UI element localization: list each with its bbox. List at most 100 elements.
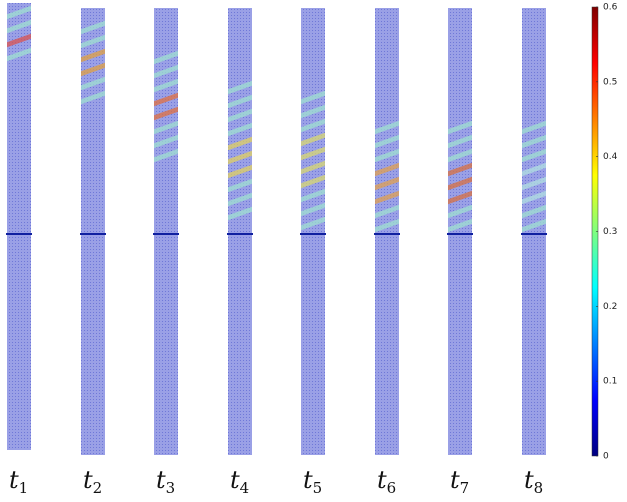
stripe bbox=[448, 176, 472, 191]
panel: t8 bbox=[521, 8, 547, 497]
panel-index: 5 bbox=[313, 479, 323, 497]
panels: t1 t2 t3 t4 t5 t6 t7 t8 bbox=[6, 3, 547, 497]
stripe bbox=[228, 122, 252, 137]
colorbar-tick-label: 0.3 bbox=[603, 227, 617, 237]
stripe bbox=[448, 148, 472, 163]
panel-index: 1 bbox=[19, 479, 29, 497]
panel-index: 2 bbox=[93, 479, 103, 497]
stripe bbox=[375, 134, 399, 149]
wave-stripes bbox=[154, 50, 178, 163]
stripe bbox=[228, 206, 252, 221]
colorbar-tick-label: 0 bbox=[603, 452, 609, 462]
panel-symbol: t bbox=[377, 466, 387, 494]
wave-stripes bbox=[448, 120, 472, 233]
stripe bbox=[81, 34, 105, 49]
panel-label: t6 bbox=[377, 466, 396, 497]
wave-stripes bbox=[375, 120, 399, 233]
stripe bbox=[522, 148, 546, 163]
panel: t6 bbox=[374, 8, 400, 497]
stripe bbox=[7, 47, 31, 62]
panel-symbol: t bbox=[303, 466, 313, 494]
panel-label: t3 bbox=[156, 466, 175, 497]
stripe bbox=[7, 19, 31, 34]
stripe bbox=[448, 134, 472, 149]
panel-symbol: t bbox=[230, 466, 240, 494]
panel-label: t4 bbox=[230, 466, 249, 497]
stripe bbox=[81, 90, 105, 105]
panel-label: t7 bbox=[450, 466, 469, 497]
stripe bbox=[522, 134, 546, 149]
wave-stripes bbox=[7, 5, 31, 62]
stripe bbox=[375, 162, 399, 177]
panel: t2 bbox=[80, 8, 106, 497]
column bbox=[301, 8, 325, 455]
panel: t5 bbox=[300, 8, 326, 497]
stripe bbox=[228, 164, 252, 179]
stripe bbox=[154, 120, 178, 135]
stripe bbox=[301, 146, 325, 161]
stripe bbox=[228, 80, 252, 95]
stripe bbox=[375, 218, 399, 233]
wave-stripes bbox=[81, 20, 105, 105]
stripe bbox=[81, 48, 105, 63]
column bbox=[375, 8, 399, 455]
stripe bbox=[301, 174, 325, 189]
stripe bbox=[301, 202, 325, 217]
wave-stripes bbox=[301, 90, 325, 231]
colorbar-tick-label: 0.4 bbox=[603, 152, 618, 162]
stripe bbox=[154, 106, 178, 121]
colorbar-ticks: 0 0.1 0.2 0.3 0.4 0.5 0.6 bbox=[596, 3, 618, 462]
stripe bbox=[228, 94, 252, 109]
wave-stripes bbox=[522, 120, 546, 233]
colorbar-tick-label: 0.2 bbox=[603, 302, 617, 312]
panel-symbol: t bbox=[450, 466, 460, 494]
colorbar-tick-label: 0.5 bbox=[603, 77, 617, 87]
stripe bbox=[375, 120, 399, 135]
stripe bbox=[154, 92, 178, 107]
colorbar-tick-label: 0.6 bbox=[603, 3, 618, 13]
stripe bbox=[228, 192, 252, 207]
stripe bbox=[7, 5, 31, 20]
stripe bbox=[522, 120, 546, 135]
panel: t4 bbox=[227, 8, 253, 497]
stripe bbox=[448, 204, 472, 219]
stripe bbox=[154, 64, 178, 79]
panel-symbol: t bbox=[524, 466, 534, 494]
panel-label: t8 bbox=[524, 466, 543, 497]
stripe bbox=[228, 150, 252, 165]
stripe bbox=[81, 76, 105, 91]
stripe bbox=[375, 176, 399, 191]
stripe bbox=[228, 136, 252, 151]
panel-symbol: t bbox=[156, 466, 166, 494]
stripe bbox=[154, 78, 178, 93]
stripe bbox=[522, 176, 546, 191]
panel: t3 bbox=[153, 8, 179, 497]
stripe bbox=[228, 178, 252, 193]
stripe bbox=[301, 118, 325, 133]
stripe bbox=[154, 50, 178, 65]
stripe bbox=[522, 218, 546, 233]
stripe bbox=[301, 216, 325, 231]
stripe bbox=[228, 108, 252, 123]
column bbox=[228, 8, 252, 455]
panel: t1 bbox=[6, 3, 32, 497]
stripe bbox=[522, 190, 546, 205]
column bbox=[81, 8, 105, 455]
stripe bbox=[154, 148, 178, 163]
panel-index: 6 bbox=[387, 479, 397, 497]
panel-label: t1 bbox=[9, 466, 28, 497]
stripe bbox=[81, 20, 105, 35]
stripe bbox=[448, 190, 472, 205]
column bbox=[7, 3, 31, 450]
stripe bbox=[301, 90, 325, 105]
panel-index: 7 bbox=[460, 479, 470, 497]
stripe bbox=[522, 162, 546, 177]
panel-index: 3 bbox=[166, 479, 176, 497]
panel: t7 bbox=[447, 8, 473, 497]
stripe bbox=[81, 62, 105, 77]
column bbox=[448, 8, 472, 455]
stripe bbox=[375, 190, 399, 205]
stripe bbox=[7, 33, 31, 48]
panel-symbol: t bbox=[83, 466, 93, 494]
wave-stripes bbox=[228, 80, 252, 221]
